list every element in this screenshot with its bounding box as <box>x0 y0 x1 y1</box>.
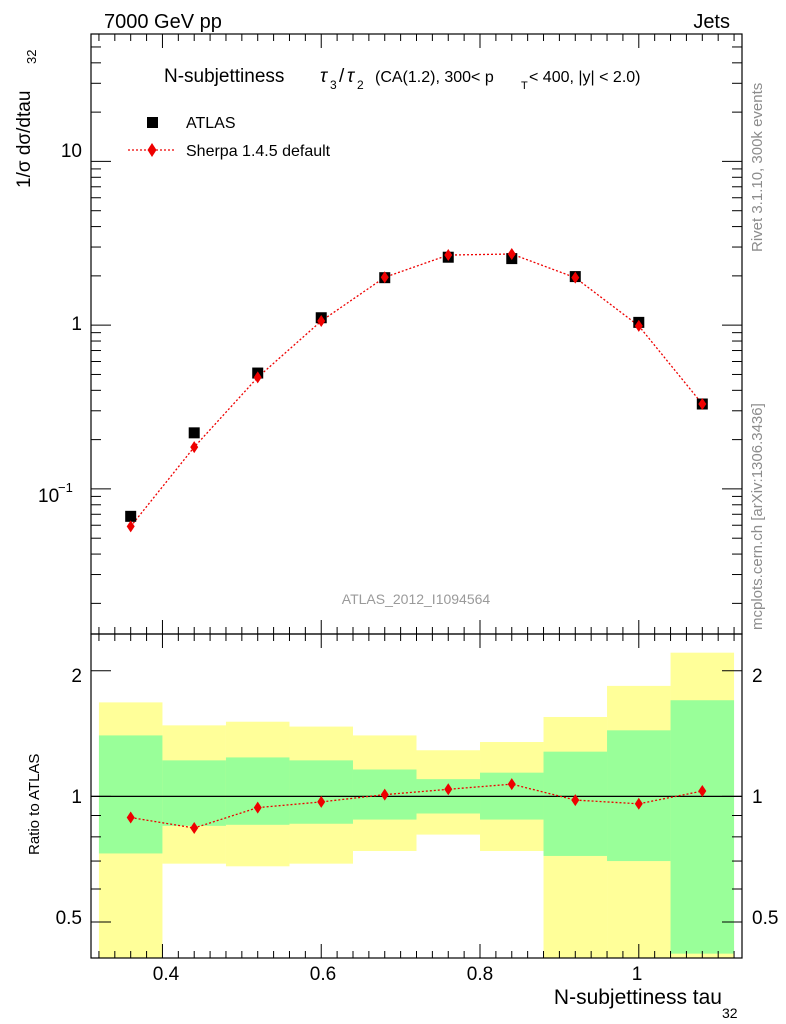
process-label: Jets <box>693 11 730 33</box>
title-tau-ratio-symbol: τ 3 / τ 2 <box>320 66 364 92</box>
ratio-ytick-label-0.5: 0.5 <box>56 908 82 929</box>
ratio-band-inner <box>98 735 163 854</box>
legend: ATLAS Sherpa 1.4.5 default <box>128 115 331 160</box>
legend-sherpa-label: Sherpa 1.4.5 default <box>186 143 331 160</box>
title-main: N-subjettiness <box>164 66 284 87</box>
ratio-uncertainty-bands <box>98 652 735 958</box>
ratio-sherpa-point <box>444 783 453 796</box>
ratio-axis-ticks <box>91 634 742 958</box>
ratio-sherpa-point <box>126 811 135 824</box>
ratio-sherpa-point <box>634 797 643 810</box>
ratio-ytick-label-1: 1 <box>71 787 82 808</box>
svg-text:10: 10 <box>38 486 59 507</box>
sherpa-point <box>190 441 199 454</box>
ratio-ytick-label-2: 2 <box>71 666 82 687</box>
sherpa-point <box>698 398 707 411</box>
title-detail-sub: T <box>521 80 528 92</box>
ratio-ylabel: Ratio to ATLAS <box>26 754 43 855</box>
ratio-band-inner <box>289 760 353 824</box>
xtick-label-1: 1 <box>632 964 643 985</box>
sherpa-point <box>126 520 135 533</box>
svg-text:N-subjettiness tau: N-subjettiness tau <box>554 986 722 1009</box>
sherpa-point <box>317 315 326 328</box>
ratio-sherpa-line <box>130 783 703 829</box>
sherpa-point <box>507 248 516 261</box>
svg-text:32: 32 <box>722 1005 738 1021</box>
sherpa-line <box>130 253 703 527</box>
legend-atlas-marker <box>147 117 158 128</box>
mcplots-label: mcplots.cern.ch [arXiv:1306.3436] <box>749 403 766 630</box>
svg-text:τ: τ <box>320 66 329 87</box>
main-axis-ticks <box>91 33 742 634</box>
rivet-version-label: Rivet 3.1.10, 300k events <box>749 83 766 252</box>
atlas-point <box>125 510 137 522</box>
svg-text:1/σ dσ/dtau: 1/σ dσ/dtau <box>14 91 35 188</box>
ratio-sherpa-point <box>253 801 262 814</box>
legend-atlas-label: ATLAS <box>186 115 236 132</box>
legend-sherpa-marker <box>147 143 157 157</box>
svg-text:3: 3 <box>330 78 337 92</box>
xtick-label-0.8: 0.8 <box>467 964 493 985</box>
sherpa-point <box>380 271 389 284</box>
ratio-band-inner <box>607 730 671 862</box>
ratio-band-inner <box>162 760 226 826</box>
svg-text:−1: −1 <box>58 480 73 495</box>
analysis-id-label: ATLAS_2012_I1094564 <box>342 591 491 607</box>
svg-text:τ: τ <box>347 66 356 87</box>
main-ylabel: 1/σ dσ/dtau 32 <box>14 50 39 188</box>
svg-text:/: / <box>339 66 345 87</box>
sherpa-point <box>571 271 580 284</box>
ratio-series <box>126 778 707 835</box>
main-ytick-label-1: 1 <box>71 314 82 335</box>
atlas-point <box>188 427 200 439</box>
ratio-ytick-label-right-0.5: 0.5 <box>752 908 778 929</box>
title-detail-tail: < 400, |y| < 2.0) <box>529 69 641 86</box>
ratio-band-inner <box>670 700 735 954</box>
main-series <box>125 248 708 533</box>
ratio-ytick-label-right-1: 1 <box>752 787 763 808</box>
title-detail: (CA(1.2), 300< p <box>375 69 494 86</box>
ratio-sherpa-point <box>698 785 707 798</box>
sherpa-point <box>634 319 643 332</box>
ratio-sherpa-point <box>507 778 516 791</box>
svg-text:2: 2 <box>357 78 364 92</box>
ratio-sherpa-point <box>317 795 326 808</box>
main-plot-title: N-subjettiness τ 3 / τ 2 (CA(1.2), 300< … <box>164 66 641 92</box>
ratio-ytick-label-right-2: 2 <box>752 666 763 687</box>
ratio-band-inner <box>225 757 290 825</box>
energy-label: 7000 GeV pp <box>104 11 222 33</box>
ratio-sherpa-point <box>190 822 199 835</box>
ratio-plot-frame <box>90 633 743 959</box>
xtick-label-0.6: 0.6 <box>310 964 336 985</box>
xtick-label-0.4: 0.4 <box>153 964 180 985</box>
sherpa-point <box>253 371 262 384</box>
ratio-sherpa-point <box>571 794 580 807</box>
x-axis-label: N-subjettiness tau 32 <box>554 986 738 1021</box>
main-ytick-label-0.1: 10 −1 <box>38 480 73 507</box>
svg-text:32: 32 <box>24 50 39 64</box>
sherpa-point <box>444 249 453 262</box>
ratio-sherpa-point <box>380 788 389 801</box>
main-ytick-label-10: 10 <box>61 141 82 162</box>
